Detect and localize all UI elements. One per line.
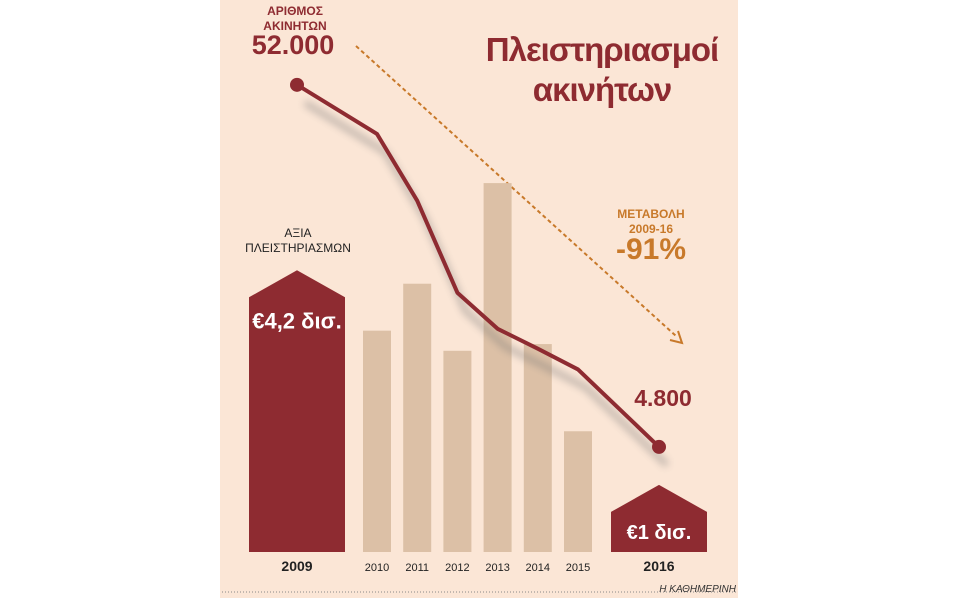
line-series-name: ΑΡΙΘΜΟΣ ΑΚΙΝΗΤΩΝ [263, 4, 327, 33]
line-marker [290, 77, 304, 92]
bar [564, 431, 592, 552]
x-tick-label: 2010 [365, 562, 389, 574]
line-value-label: 4.800 [634, 385, 692, 411]
bar-series-name: ΑΞΙΑ ΠΛΕΙΣΤΗΡΙΑΣΜΩΝ [245, 226, 351, 255]
bar [611, 484, 707, 552]
x-tick-label: 2011 [405, 562, 429, 574]
x-tick-label: 2014 [526, 562, 550, 574]
x-tick-label: 2016 [643, 558, 674, 574]
bar [403, 283, 432, 552]
line-value-label: 52.000 [252, 30, 335, 60]
bar [483, 183, 512, 552]
line-marker [652, 439, 666, 454]
bar [443, 350, 472, 552]
x-tick-label: 2012 [445, 562, 469, 574]
bar [523, 344, 552, 552]
chart-title: Πλειστηριασμοί ακινήτων [485, 31, 719, 108]
bar [363, 330, 391, 552]
change-label: ΜΕΤΑΒΟΛΗ 2009-16 [617, 207, 685, 236]
x-tick-label: 2013 [485, 562, 509, 574]
x-tick-label: 2009 [281, 558, 312, 574]
trend-arrowhead [669, 330, 684, 345]
bar [249, 270, 345, 552]
line [295, 83, 661, 449]
bar-value-label: €1 δισ. [627, 522, 692, 544]
change-value: -91% [616, 233, 686, 266]
source: Η ΚΑΘΗΜΕΡΙΝΗ [659, 584, 736, 595]
bar-value-label: €4,2 δισ. [252, 308, 342, 333]
line-shadow [303, 100, 670, 468]
x-tick-label: 2015 [566, 562, 590, 574]
trend-arrow [355, 45, 677, 337]
